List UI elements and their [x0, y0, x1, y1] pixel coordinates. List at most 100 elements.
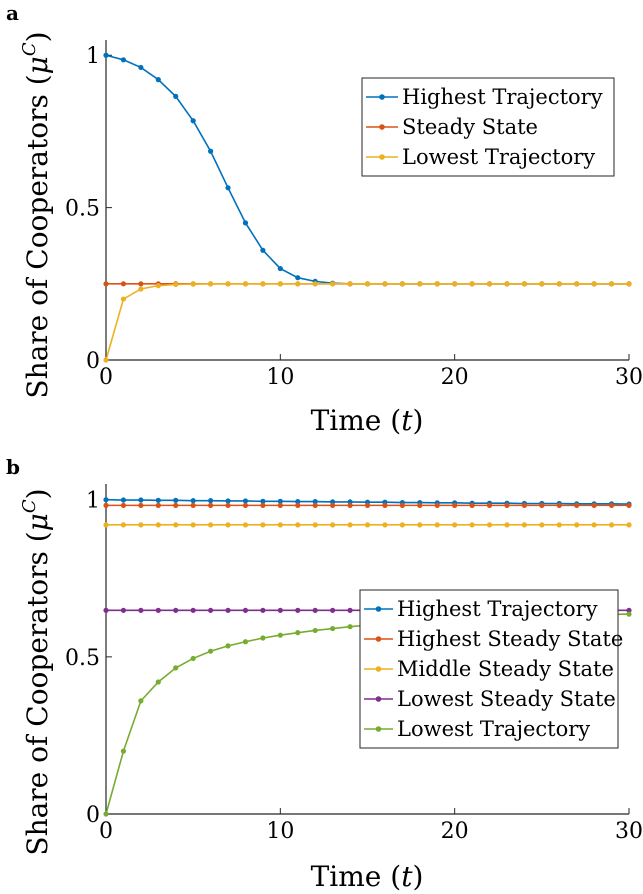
panel-a-data-point: [277, 265, 283, 272]
panel-b-data-point: [190, 655, 196, 662]
panel-b-data-point: [504, 502, 510, 508]
panel-a-data-point: [417, 281, 423, 287]
panel-a-x-axis-label-var: t: [401, 404, 413, 437]
panel-b-data-point: [330, 522, 336, 528]
panel-a-series-line: [105, 283, 629, 361]
panel-a-y-axis-label-var: μ: [21, 56, 54, 74]
panel-a-data-point: [452, 281, 458, 287]
panel-b-x-axis-label-var: t: [401, 860, 413, 893]
panel-b-data-point: [626, 611, 632, 617]
panel-a-legend-swatch-marker: [379, 94, 385, 100]
panel-b-data-point: [208, 607, 214, 613]
panel-b-data-point: [330, 502, 336, 508]
panel-a-y-axis-label-text: Share of Cooperators (: [21, 74, 54, 398]
panel-a-data-point: [242, 281, 249, 287]
panel-b-x-tick-label: 20: [441, 819, 469, 844]
panel-b-data-point: [225, 498, 231, 504]
panel-b-data-point: [190, 607, 196, 613]
panel-b-data-point: [260, 635, 266, 641]
panel-b-data-point: [382, 522, 388, 528]
panel-b-data-point: [260, 502, 266, 508]
panel-a-data-point: [295, 281, 301, 287]
panel-b-data-point: [155, 607, 161, 613]
panel-b-data-point: [260, 498, 266, 504]
panel-b-letter: b: [6, 455, 20, 479]
panel-a-data-point: [138, 286, 144, 292]
panel-b-data-point: [312, 627, 318, 634]
panel-b-data-point: [591, 502, 597, 508]
panel-b-data-point: [312, 502, 318, 508]
panel-b-data-point: [626, 502, 632, 508]
panel-b-data-point: [295, 502, 301, 508]
panel-b-y-axis-label-var: μ: [21, 513, 54, 531]
panel-a-data-point: [330, 281, 336, 287]
panel-b-data-point: [138, 698, 144, 704]
panel-b-legend-box: [359, 589, 619, 749]
panel-a: a 0 10 20 30 0 0.5 1 Highest Trajectory Steady S…: [6, 1, 643, 437]
panel-b-plot: 0 10 20 30 0 0.5 1 Highest Trajectory Highest St…: [65, 484, 643, 844]
panel-a-data-point: [277, 281, 283, 287]
panel-b-data-point: [347, 522, 353, 528]
panel-a-data-point: [225, 185, 231, 191]
panel-b-data-point: [626, 522, 632, 528]
panel-b-data-point: [120, 748, 127, 754]
panel-b-x-axis-label-text: Time (: [311, 860, 402, 893]
panel-b-data-point: [417, 502, 423, 508]
panel-b-data-point: [103, 811, 109, 817]
panel-b-data-point: [103, 497, 109, 503]
panel-b-data-point: [399, 502, 405, 508]
panel-b-data-point: [138, 502, 144, 508]
panel-a-data-point: [399, 281, 405, 287]
panel-b-data-point: [469, 502, 475, 508]
panel-b-data-point: [190, 498, 196, 504]
panel-b-data-point: [434, 522, 440, 528]
panel-b-data-point: [155, 522, 161, 528]
panel-b-data-point: [434, 502, 440, 508]
panel-b-data-point: [364, 522, 371, 528]
panel-b-legend: Highest Trajectory Highest Steady State Mi…: [359, 589, 623, 749]
panel-b-data-point: [120, 522, 127, 528]
panel-a-x-tick-label: 30: [615, 365, 643, 390]
panel-a-data-point: [556, 281, 562, 287]
panel-a-data-point: [574, 281, 580, 287]
panel-a-data-point: [138, 64, 144, 71]
panel-a-y-tick-label: 0.5: [65, 197, 100, 222]
panel-b-data-point: [120, 497, 127, 503]
panel-b-data-point: [312, 499, 318, 505]
panel-b-data-point: [103, 522, 109, 528]
panel-b-data-point: [347, 607, 353, 613]
panel-b-data-point: [225, 502, 231, 508]
panel-a-legend-swatch-marker: [379, 124, 385, 130]
panel-b-data-point: [103, 607, 109, 613]
panel-a-data-point: [469, 281, 475, 287]
panel-a-data-point: [173, 281, 179, 288]
panel-b-data-point: [452, 522, 458, 528]
panel-b-legend-swatch-marker: [375, 726, 382, 732]
panel-b-data-point: [452, 502, 458, 508]
panel-a-data-point: [190, 118, 196, 124]
panel-b-x-tick-label: 30: [615, 819, 643, 844]
panel-b-data-point: [155, 679, 161, 685]
panel-b-data-point: [208, 522, 214, 528]
panel-b-data-point: [504, 522, 510, 528]
panel-b-data-point: [138, 497, 144, 503]
panel-a-data-point: [103, 52, 109, 58]
panel-b-data-point: [225, 643, 231, 649]
panel-b-data-point: [138, 522, 144, 528]
panel-a-data-point: [120, 296, 127, 302]
panel-a-x-tick-label: 10: [266, 365, 294, 390]
panel-b-data-point: [190, 502, 196, 508]
panel-b-data-point: [608, 522, 615, 528]
panel-a-legend-box: [361, 77, 615, 177]
panel-b-data-point: [173, 497, 179, 503]
panel-a-x-tick-label: 0: [99, 365, 113, 390]
panel-b-data-point: [173, 665, 179, 671]
panel-b-legend-swatch-marker: [375, 636, 382, 642]
panel-a-data-point: [208, 148, 214, 154]
panel-b-data-point: [277, 502, 283, 508]
panel-b-data-point: [539, 522, 545, 528]
panel-b-data-point: [330, 607, 336, 613]
panel-b-data-point: [242, 607, 249, 613]
panel-b-data-point: [626, 607, 632, 613]
